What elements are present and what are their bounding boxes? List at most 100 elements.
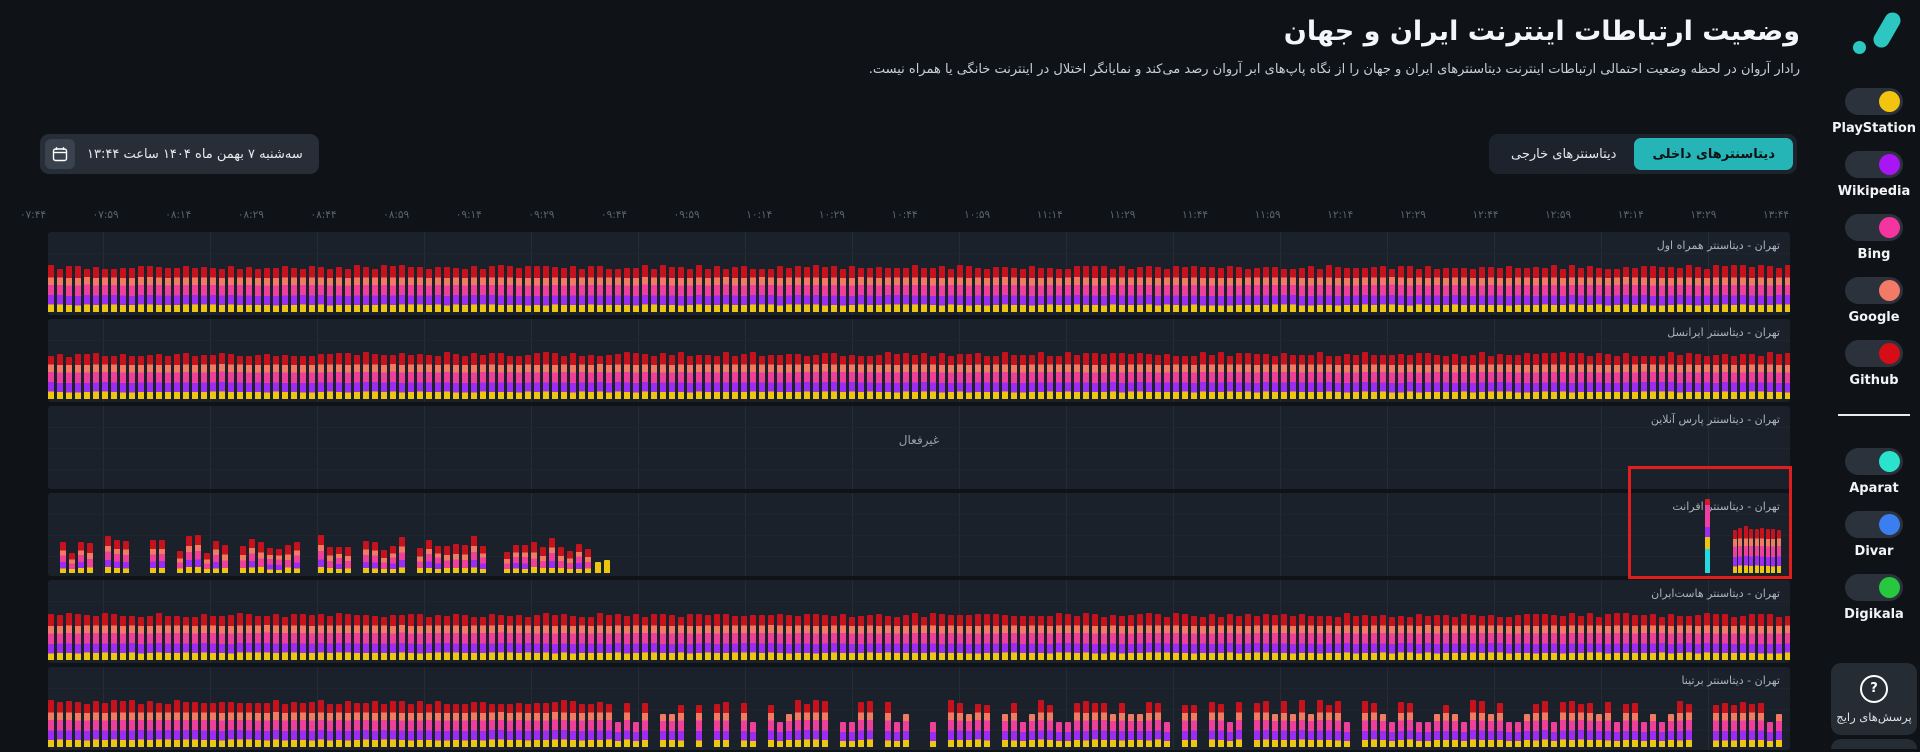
status-bar — [576, 543, 583, 573]
divar-toggle-knob — [1879, 514, 1900, 535]
status-bar — [1771, 528, 1775, 573]
status-bar — [1118, 702, 1125, 747]
bing-toggle[interactable] — [1845, 214, 1903, 241]
time-tick: ۰۹:۱۴ — [455, 209, 482, 221]
playstation-toggle[interactable] — [1845, 88, 1903, 115]
status-bar — [1743, 526, 1748, 573]
status-bar — [1587, 356, 1593, 399]
status-bar — [570, 700, 576, 747]
status-bar — [1533, 266, 1539, 312]
status-bar — [1623, 613, 1629, 660]
status-bar — [768, 269, 774, 312]
status-bar — [1479, 352, 1485, 399]
status-bar — [1065, 614, 1071, 660]
status-bar — [1416, 352, 1422, 399]
gridline-vertical — [1387, 232, 1388, 315]
datacenter-row-1: تهران - دیتاسنتر ایرانسل — [48, 319, 1790, 402]
status-bar — [660, 613, 666, 660]
wikipedia-toggle[interactable] — [1845, 151, 1903, 178]
status-bar — [687, 613, 693, 660]
status-bar — [1055, 721, 1062, 747]
status-bar — [471, 352, 477, 399]
status-bar — [1776, 353, 1782, 399]
datetime-picker-button[interactable]: سه‌شنبه ۷ بهمن ماه ۱۴۰۴ ساعت ۱۳:۴۴ — [40, 134, 319, 174]
status-bar — [417, 613, 423, 660]
digikala-toggle[interactable] — [1845, 574, 1903, 601]
status-bar — [1650, 356, 1656, 399]
status-bar — [273, 614, 279, 660]
status-bar — [912, 355, 918, 399]
status-bar — [795, 354, 801, 399]
gridline-horizontal — [48, 427, 1790, 428]
status-bar — [1551, 353, 1557, 399]
gridline-vertical — [1601, 493, 1602, 576]
service-sidebar: PlayStation Wikipedia Bing Google Github Apa… — [1828, 0, 1920, 749]
status-bar — [1754, 529, 1759, 573]
status-bar — [462, 355, 468, 399]
status-bar — [336, 613, 342, 660]
status-bar — [399, 265, 405, 312]
status-bar — [1577, 704, 1584, 747]
status-bar — [723, 613, 729, 660]
google-toggle[interactable] — [1845, 277, 1903, 304]
gridline-horizontal — [48, 274, 1790, 275]
status-bar — [1443, 267, 1449, 312]
status-bar — [1542, 614, 1548, 660]
datetime-label: سه‌شنبه ۷ بهمن ماه ۱۴۰۴ ساعت ۱۳:۴۴ — [87, 146, 303, 162]
status-bar — [102, 702, 108, 747]
status-bar — [1371, 267, 1377, 312]
arvan-logo-icon[interactable] — [1846, 8, 1904, 60]
status-bar — [318, 267, 324, 312]
status-bar — [1253, 702, 1260, 747]
status-bar — [1730, 704, 1737, 747]
github-toggle[interactable] — [1845, 340, 1903, 367]
status-bar — [1740, 353, 1746, 399]
status-bar — [1551, 265, 1557, 312]
status-bar — [435, 355, 441, 399]
status-bar — [1155, 266, 1161, 312]
status-bar — [876, 354, 882, 399]
status-bar — [567, 550, 574, 573]
status-bar — [1758, 613, 1764, 660]
status-bar — [1236, 353, 1242, 399]
status-bar — [858, 268, 864, 312]
status-bar — [507, 703, 513, 747]
status-bar — [516, 615, 522, 660]
tab-foreign-datacenters[interactable]: دیتاسنترهای خارجی — [1510, 146, 1617, 162]
status-bar — [1407, 355, 1413, 399]
status-bar — [1038, 267, 1044, 312]
status-bar — [318, 535, 324, 573]
status-bar — [785, 714, 792, 747]
datacenter-row-label: تهران - دیتاسنتر هاست‌ایران — [1651, 587, 1780, 600]
status-bar — [345, 546, 351, 573]
aparat-toggle[interactable] — [1845, 448, 1903, 475]
gridline-vertical — [1494, 667, 1495, 750]
status-bar — [596, 702, 603, 747]
status-bar — [327, 354, 333, 399]
gridline-vertical — [1280, 493, 1281, 576]
status-bar — [1371, 355, 1377, 399]
status-bar — [522, 544, 529, 573]
status-bar — [363, 541, 369, 573]
status-bar — [1263, 354, 1269, 399]
status-bar — [741, 265, 747, 312]
status-bar — [399, 537, 405, 573]
gridline-vertical — [317, 493, 318, 576]
status-bar — [1406, 703, 1413, 747]
status-bar — [1101, 353, 1107, 399]
gridline-vertical — [1280, 667, 1281, 750]
status-bar — [1749, 613, 1755, 660]
status-bar — [1732, 529, 1737, 573]
status-bar — [282, 617, 288, 660]
gridline-horizontal — [48, 253, 1790, 254]
faq-button[interactable]: ? پرسش‌های رایج — [1831, 663, 1917, 735]
status-bar — [597, 266, 603, 312]
tab-domestic-datacenters[interactable]: دیتاسنترهای داخلی — [1634, 138, 1793, 170]
status-bar — [264, 616, 270, 660]
time-tick: ۱۲:۵۹ — [1545, 209, 1572, 221]
page-title: وضعیت ارتباطات اینترنت ایران و جهان — [1283, 16, 1800, 47]
status-bar — [78, 542, 85, 573]
status-bar — [966, 265, 972, 312]
status-bar — [1020, 615, 1026, 660]
divar-toggle[interactable] — [1845, 511, 1903, 538]
